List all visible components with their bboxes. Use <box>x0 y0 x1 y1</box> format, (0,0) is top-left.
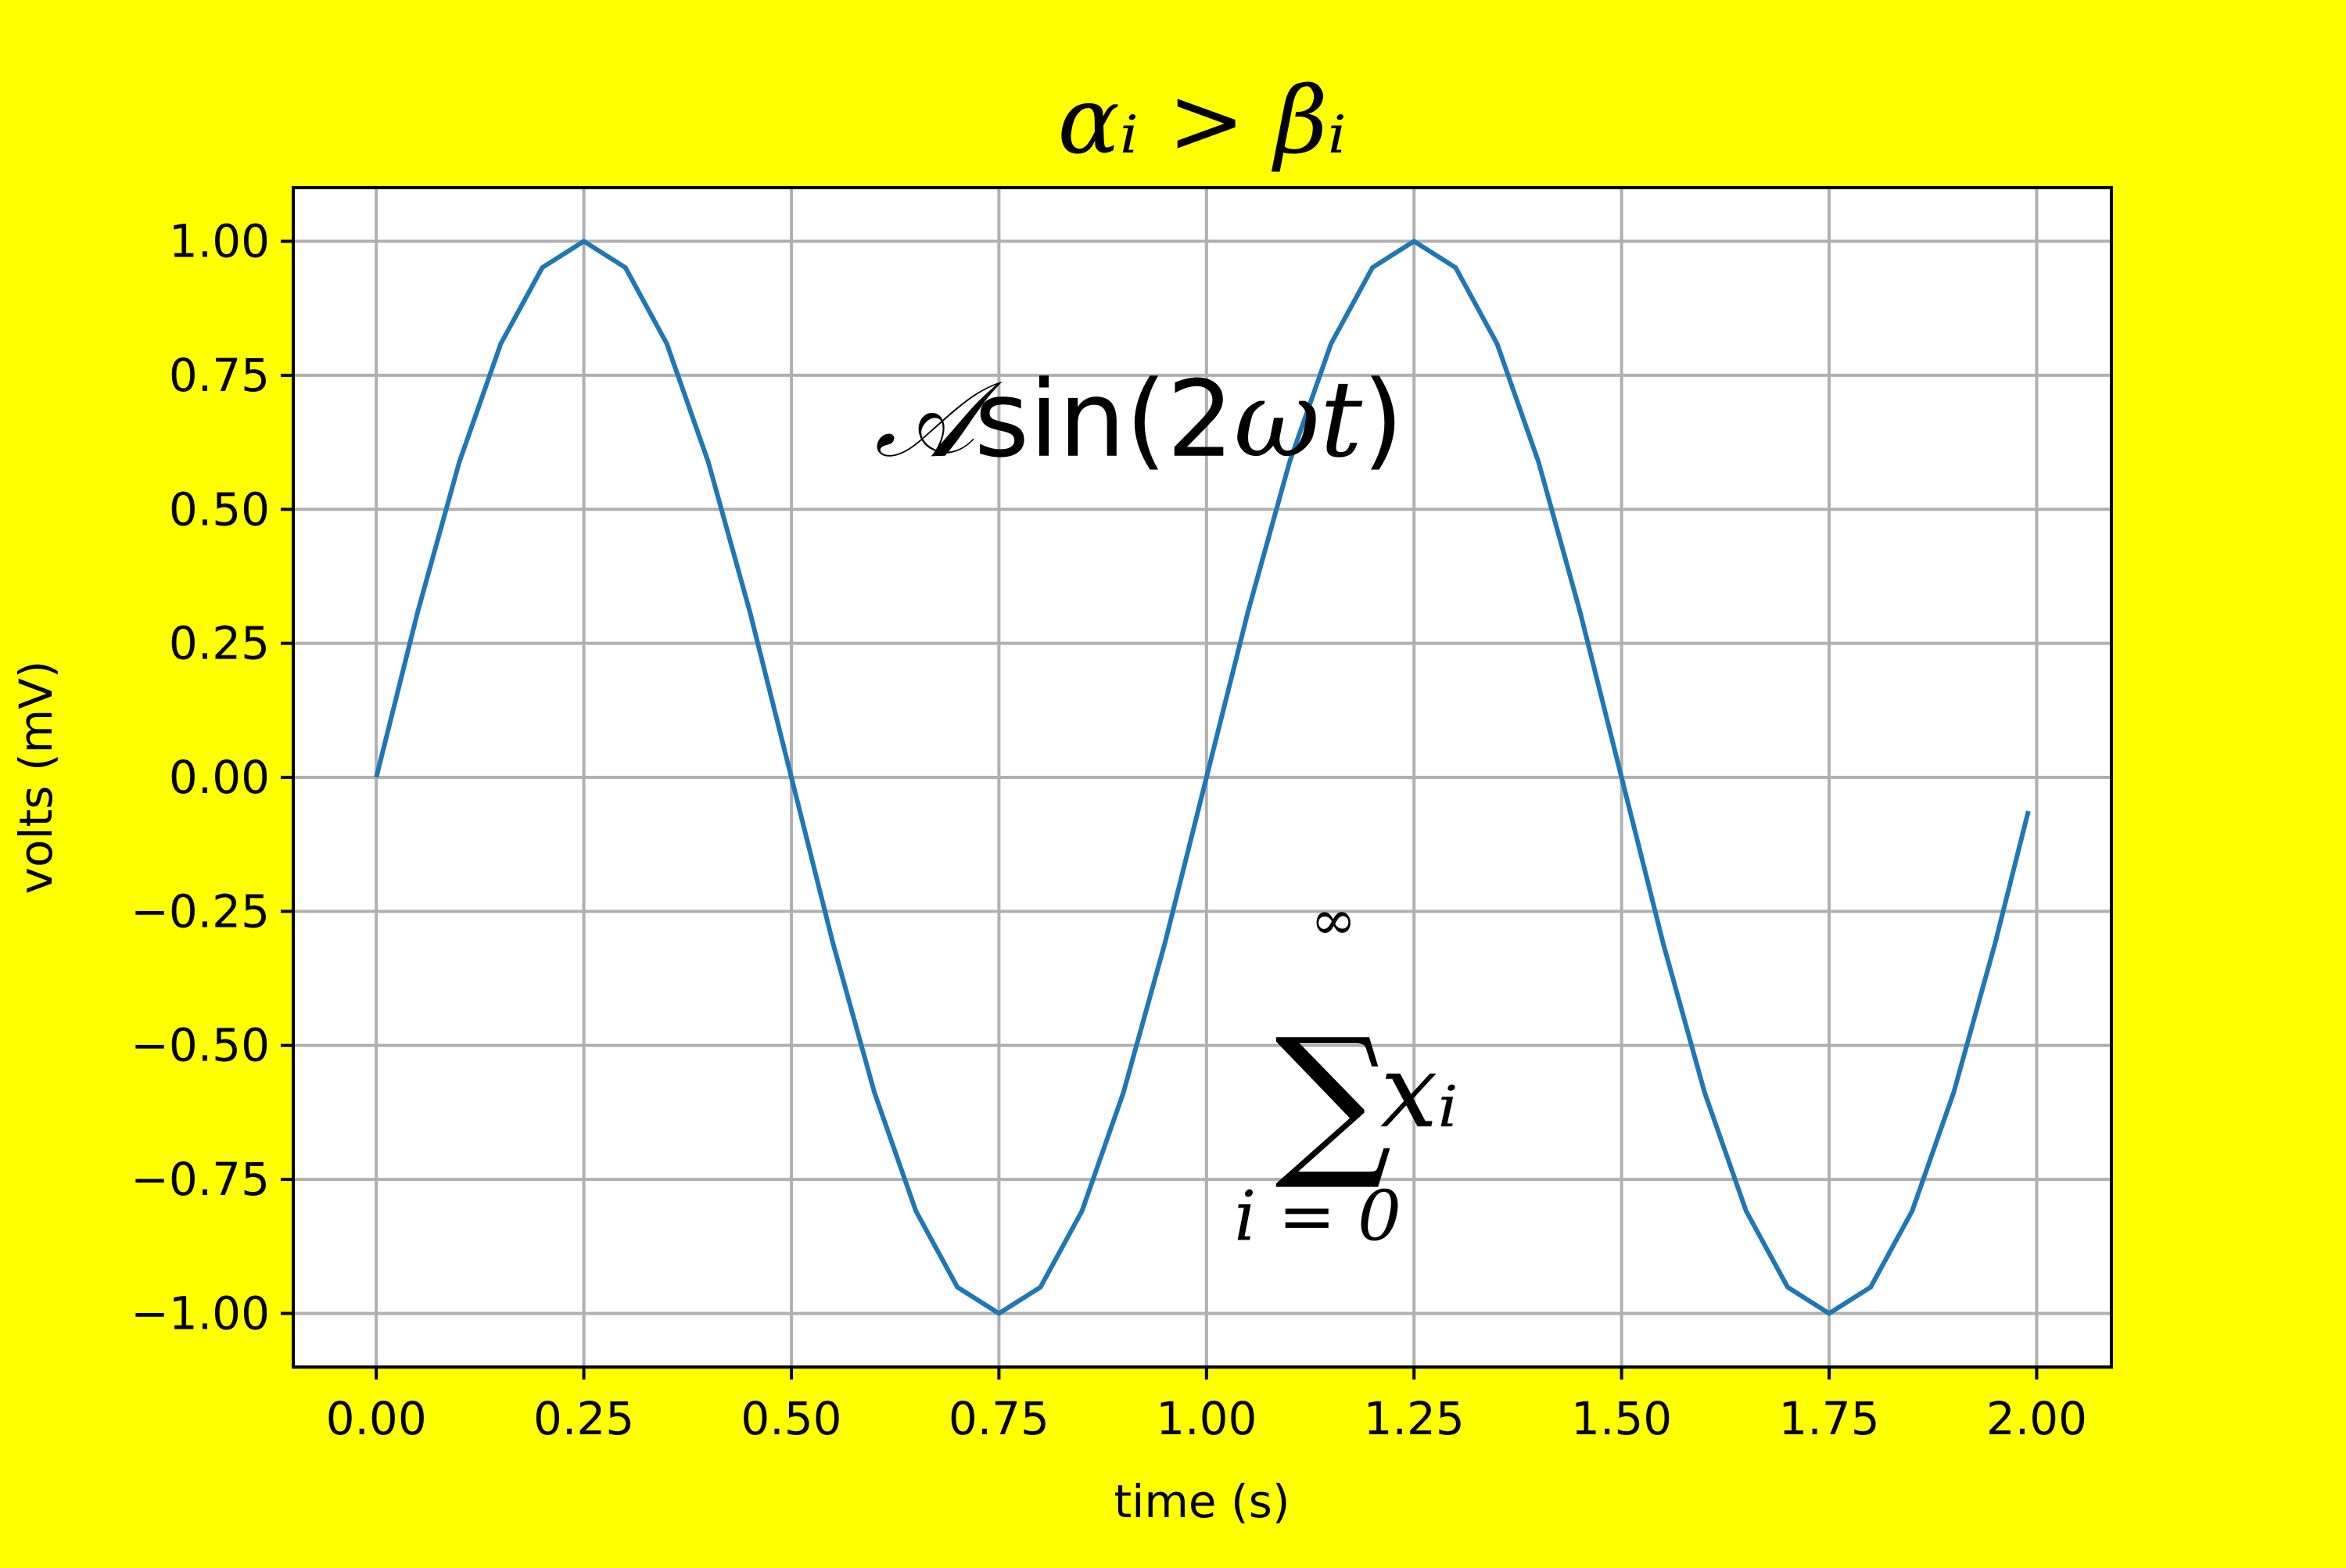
annotation-a-sin-2-omega-t: 𝒜sin(2ωt) <box>874 358 1404 481</box>
x-tick-label: 0.25 <box>533 1392 634 1445</box>
annotation-sum-symbol: ∑ <box>1275 1003 1392 1194</box>
svg-text:𝒜sin(2ωt): 𝒜sin(2ωt) <box>874 358 1404 481</box>
annotation-omega-t: ωt <box>1234 358 1363 481</box>
y-tick-label: 0.50 <box>169 483 270 536</box>
x-axis-label: time (s) <box>1114 1475 1290 1528</box>
y-axis-label: volts (mV) <box>9 661 63 895</box>
y-tick-label: 0.75 <box>169 349 270 402</box>
x-tick-label: 0.75 <box>949 1392 1049 1445</box>
x-axis-ticks: 0.00 0.25 0.50 0.75 1.00 1.25 1.50 1.75 2.00 <box>326 1367 2087 1445</box>
x-tick-label: 1.75 <box>1778 1392 1879 1445</box>
y-tick-label: 1.00 <box>169 215 270 268</box>
x-tick-label: 2.00 <box>1986 1392 2087 1445</box>
annotation-sum-term: xᵢ <box>1380 1032 1458 1150</box>
annotation-sin-text: sin(2 <box>974 358 1234 481</box>
x-tick-label: 1.50 <box>1571 1392 1672 1445</box>
y-tick-label: −0.25 <box>131 884 270 938</box>
chart-title: αᵢ > βᵢ <box>1057 66 1346 174</box>
y-axis-ticks: 1.00 0.75 0.50 0.25 0.00 −0.25 −0.50 −0.75 −1.00 <box>131 215 293 1340</box>
y-tick-label: −1.00 <box>131 1286 270 1340</box>
annotation-sum-lower-limit: i = 0 <box>1234 1175 1401 1256</box>
y-tick-label: 0.00 <box>169 751 270 804</box>
series-line-sine <box>374 239 2031 1316</box>
y-tick-label: 0.25 <box>169 617 270 670</box>
x-tick-label: 0.50 <box>741 1392 841 1445</box>
x-tick-label: 0.00 <box>326 1392 427 1445</box>
x-tick-label: 1.00 <box>1156 1392 1257 1445</box>
y-tick-label: −0.50 <box>131 1019 270 1072</box>
annotation-close-paren: ) <box>1362 358 1404 481</box>
annotation-sum-x-i: ∞ ∑ i = 0 xᵢ <box>1234 888 1458 1256</box>
y-tick-label: −0.75 <box>131 1153 270 1206</box>
x-tick-label: 1.25 <box>1364 1392 1465 1445</box>
annotation-sum-upper-limit: ∞ <box>1311 888 1356 952</box>
